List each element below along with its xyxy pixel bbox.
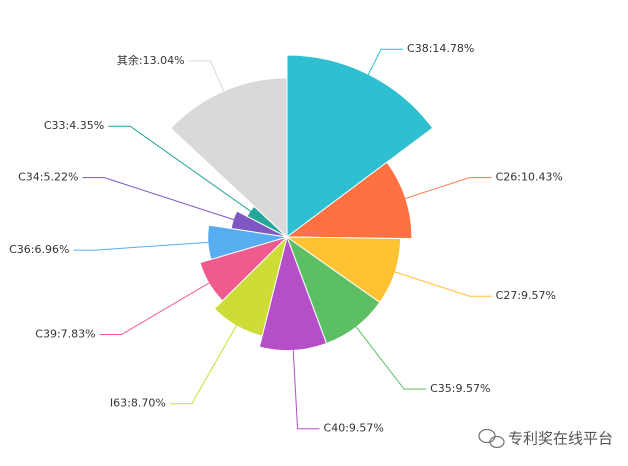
slice-label: C27:9.57% [496, 289, 556, 302]
watermark: 专利奖在线平台 [508, 430, 613, 448]
slice-label: C36:6.96% [9, 243, 69, 256]
slice-label: C35:9.57% [430, 382, 490, 395]
label-line [401, 177, 492, 201]
slice-label: C40:9.57% [324, 422, 384, 435]
slice-label: 其余:13.04% [117, 53, 185, 67]
label-line [188, 60, 226, 95]
label-line [353, 323, 427, 390]
label-line [73, 241, 212, 251]
slice-label: C38:14.78% [407, 42, 474, 55]
label-line [292, 346, 320, 430]
slice-label: C26:10.43% [496, 171, 563, 184]
watermark-icon [478, 428, 505, 449]
slice-label: I63:8.70% [110, 397, 166, 410]
label-line [108, 125, 254, 214]
label-line [99, 280, 213, 336]
label-line [366, 48, 404, 79]
label-line [82, 177, 238, 222]
rose-slice [170, 77, 288, 239]
label-line [169, 321, 239, 405]
slice-label: C33:4.35% [44, 119, 104, 132]
label-line [391, 270, 492, 297]
slice-label: C34:5.22% [18, 171, 78, 184]
slice-label: C39:7.83% [35, 328, 95, 341]
